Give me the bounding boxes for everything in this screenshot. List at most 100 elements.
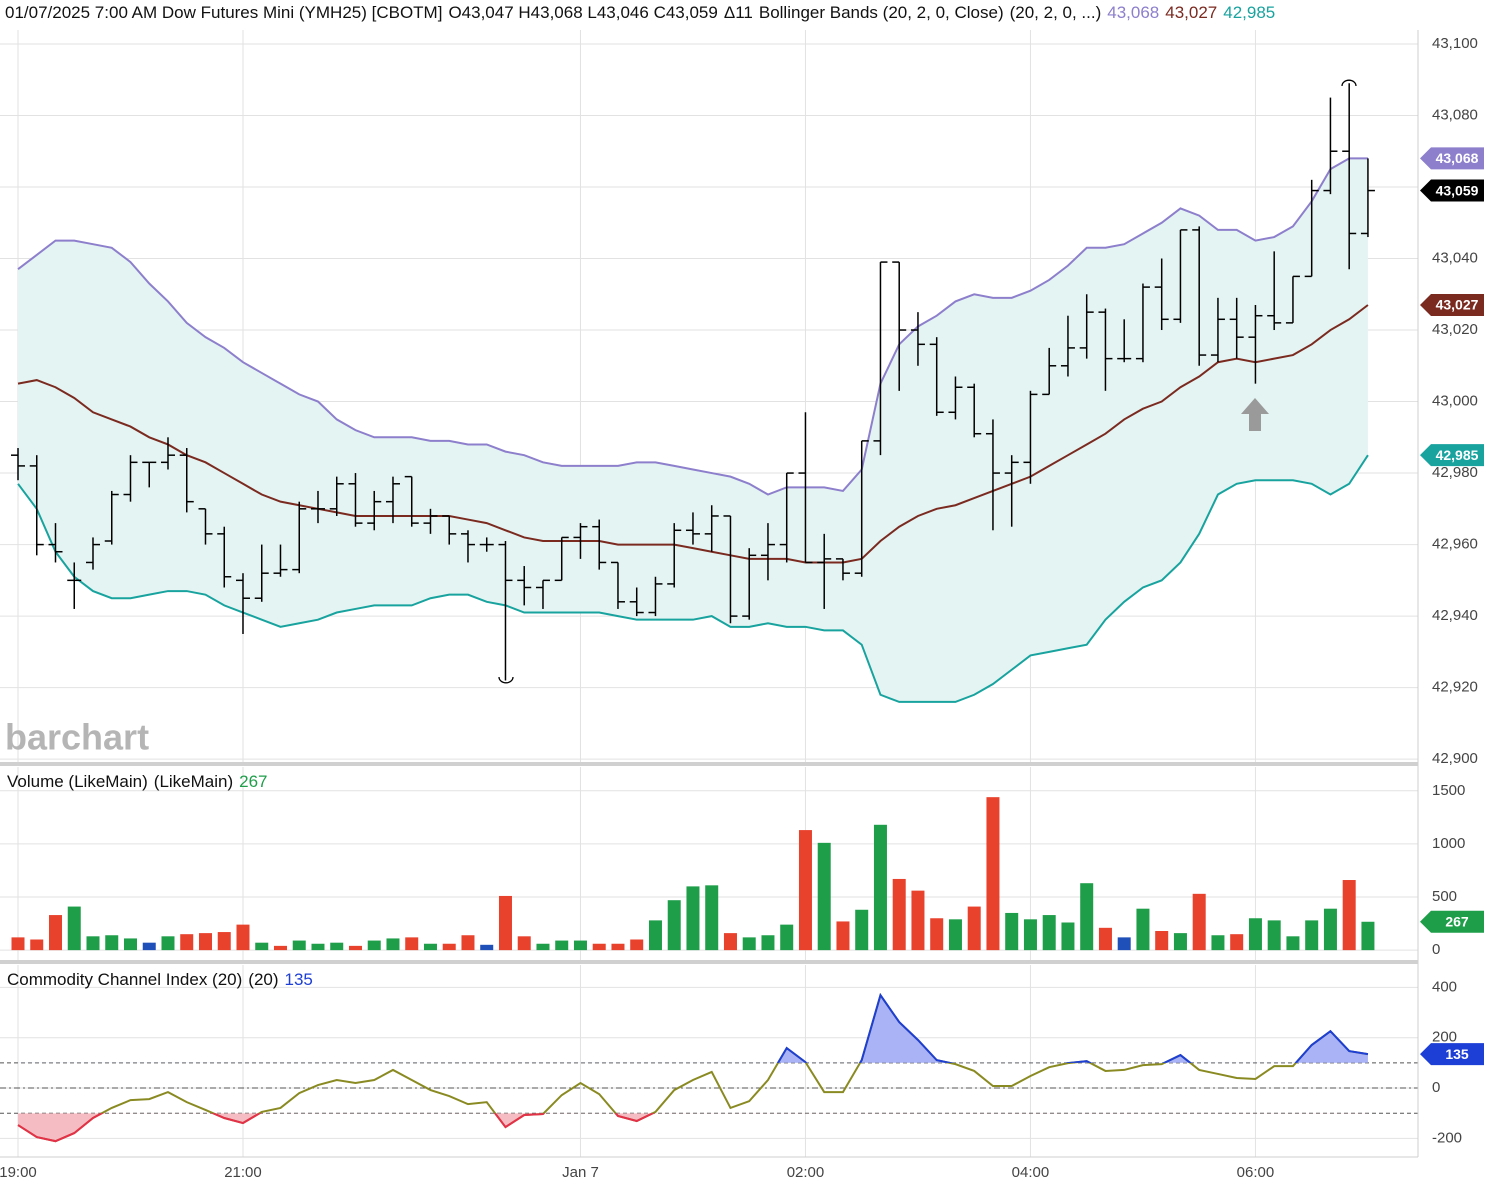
close-tag-bg bbox=[1420, 179, 1484, 202]
cci-params: (20) bbox=[248, 970, 279, 989]
volume-bar bbox=[348, 945, 362, 951]
volume-bar bbox=[1005, 912, 1019, 951]
volume-bar bbox=[573, 940, 587, 951]
volume-bar bbox=[48, 915, 62, 951]
low-marker bbox=[498, 676, 514, 684]
price-tag: 43,027 bbox=[1436, 297, 1479, 313]
volume-bar bbox=[11, 937, 25, 951]
price-tag-bg bbox=[1420, 147, 1484, 170]
volume-bar bbox=[948, 919, 962, 951]
price-tag-bg bbox=[1420, 293, 1484, 316]
study-params: (20, 2, 0, ...) bbox=[1009, 3, 1102, 22]
volume-bar bbox=[30, 939, 44, 951]
volume-bar bbox=[311, 943, 325, 951]
y-tick-label: 43,040 bbox=[1432, 249, 1478, 266]
y-tick-label: 42,980 bbox=[1432, 464, 1478, 481]
volume-bar bbox=[780, 924, 794, 951]
volume-bar bbox=[761, 935, 775, 951]
middle-legend: 43,027 bbox=[1165, 3, 1218, 22]
band-fill bbox=[17, 158, 1368, 702]
volume-params: (LikeMain) bbox=[153, 772, 234, 791]
volume-bar bbox=[648, 920, 662, 951]
cci-title: Commodity Channel Index (20) bbox=[7, 970, 243, 989]
volume-bar bbox=[423, 943, 437, 951]
cci-last: 135 bbox=[284, 970, 313, 989]
volume-bar bbox=[911, 890, 925, 951]
volume-bar bbox=[611, 943, 625, 951]
volume-bar bbox=[236, 924, 250, 951]
volume-bar bbox=[461, 935, 475, 951]
volume-bar bbox=[930, 918, 944, 951]
volume-bar bbox=[1098, 927, 1112, 951]
volume-bar bbox=[798, 830, 812, 951]
y-tick-label: 1500 bbox=[1432, 782, 1465, 799]
cci-header: Commodity Channel Index (20) (20) 135 bbox=[7, 970, 319, 990]
volume-tag: 267 bbox=[1445, 913, 1469, 929]
y-tick-label: 200 bbox=[1432, 1029, 1457, 1046]
cci-over-fill bbox=[778, 995, 1368, 1063]
volume-bar bbox=[330, 942, 344, 951]
upper-legend: 43,068 bbox=[1107, 3, 1160, 22]
volume-bar bbox=[892, 878, 906, 951]
cci-tag-bg bbox=[1420, 1043, 1484, 1066]
y-tick-label: 0 bbox=[1432, 1079, 1440, 1096]
y-tick-label: 400 bbox=[1432, 978, 1457, 995]
volume-bar bbox=[1211, 935, 1225, 951]
price-tag-bg bbox=[1420, 444, 1484, 467]
ohlc-label: O43,047 H43,068 L43,046 C43,059 bbox=[448, 3, 718, 22]
volume-bar bbox=[1342, 880, 1356, 951]
cci-line-over bbox=[776, 992, 1369, 1063]
cci-line bbox=[17, 992, 1369, 1143]
volume-bar bbox=[1117, 937, 1131, 951]
volume-bar bbox=[967, 906, 981, 951]
volume-bar bbox=[1286, 936, 1300, 951]
volume-header: Volume (LikeMain) (LikeMain) 267 bbox=[7, 772, 274, 792]
volume-bar bbox=[123, 938, 137, 951]
volume-bar bbox=[630, 939, 644, 951]
data-layer bbox=[10, 83, 1375, 1143]
volume-bar bbox=[142, 942, 156, 951]
volume-bar bbox=[405, 937, 419, 951]
volume-bar bbox=[292, 940, 306, 951]
y-tick-label: 43,100 bbox=[1432, 35, 1478, 52]
band-line bbox=[17, 304, 1369, 564]
volume-bar bbox=[217, 932, 231, 951]
price-tag: 42,985 bbox=[1436, 447, 1479, 463]
volume-bar bbox=[517, 936, 531, 951]
volume-bar bbox=[1192, 893, 1206, 951]
volume-bar bbox=[873, 824, 887, 951]
volume-bar bbox=[1023, 919, 1037, 951]
watermark: barchart bbox=[5, 717, 149, 758]
volume-bar bbox=[105, 935, 119, 951]
price-tag: 43,068 bbox=[1436, 150, 1479, 166]
volume-bar bbox=[198, 933, 212, 951]
volume-bar bbox=[1230, 934, 1244, 951]
volume-bar bbox=[1248, 918, 1262, 951]
cci-line-under bbox=[17, 1113, 656, 1143]
chart-title: 01/07/2025 7:00 AM Dow Futures Mini (YMH… bbox=[5, 3, 443, 22]
volume-bar bbox=[161, 936, 175, 951]
y-tick-label: 42,940 bbox=[1432, 607, 1478, 624]
x-tick-label: 06:00 bbox=[1237, 1164, 1275, 1181]
volume-bar bbox=[723, 933, 737, 951]
close-tag: 43,059 bbox=[1436, 182, 1479, 198]
x-tick-label: Jan 7 bbox=[562, 1164, 599, 1181]
y-tick-label: -200 bbox=[1432, 1129, 1462, 1146]
y-tick-label: 1000 bbox=[1432, 835, 1465, 852]
y-tick-label: 42,960 bbox=[1432, 536, 1478, 553]
volume-bar bbox=[498, 895, 512, 951]
y-tick-label: 500 bbox=[1432, 888, 1457, 905]
volume-bar bbox=[67, 906, 81, 951]
volume-bar bbox=[705, 885, 719, 951]
volume-bar bbox=[555, 940, 569, 951]
volume-bar bbox=[442, 943, 456, 951]
volume-bar bbox=[180, 934, 194, 951]
volume-bar bbox=[480, 944, 494, 951]
volume-bar bbox=[855, 909, 869, 951]
volume-bar bbox=[1305, 920, 1319, 951]
volume-bar bbox=[367, 940, 381, 951]
volume-bar bbox=[1080, 883, 1094, 951]
volume-bar bbox=[1173, 933, 1187, 951]
y-tick-label: 42,900 bbox=[1432, 750, 1478, 767]
